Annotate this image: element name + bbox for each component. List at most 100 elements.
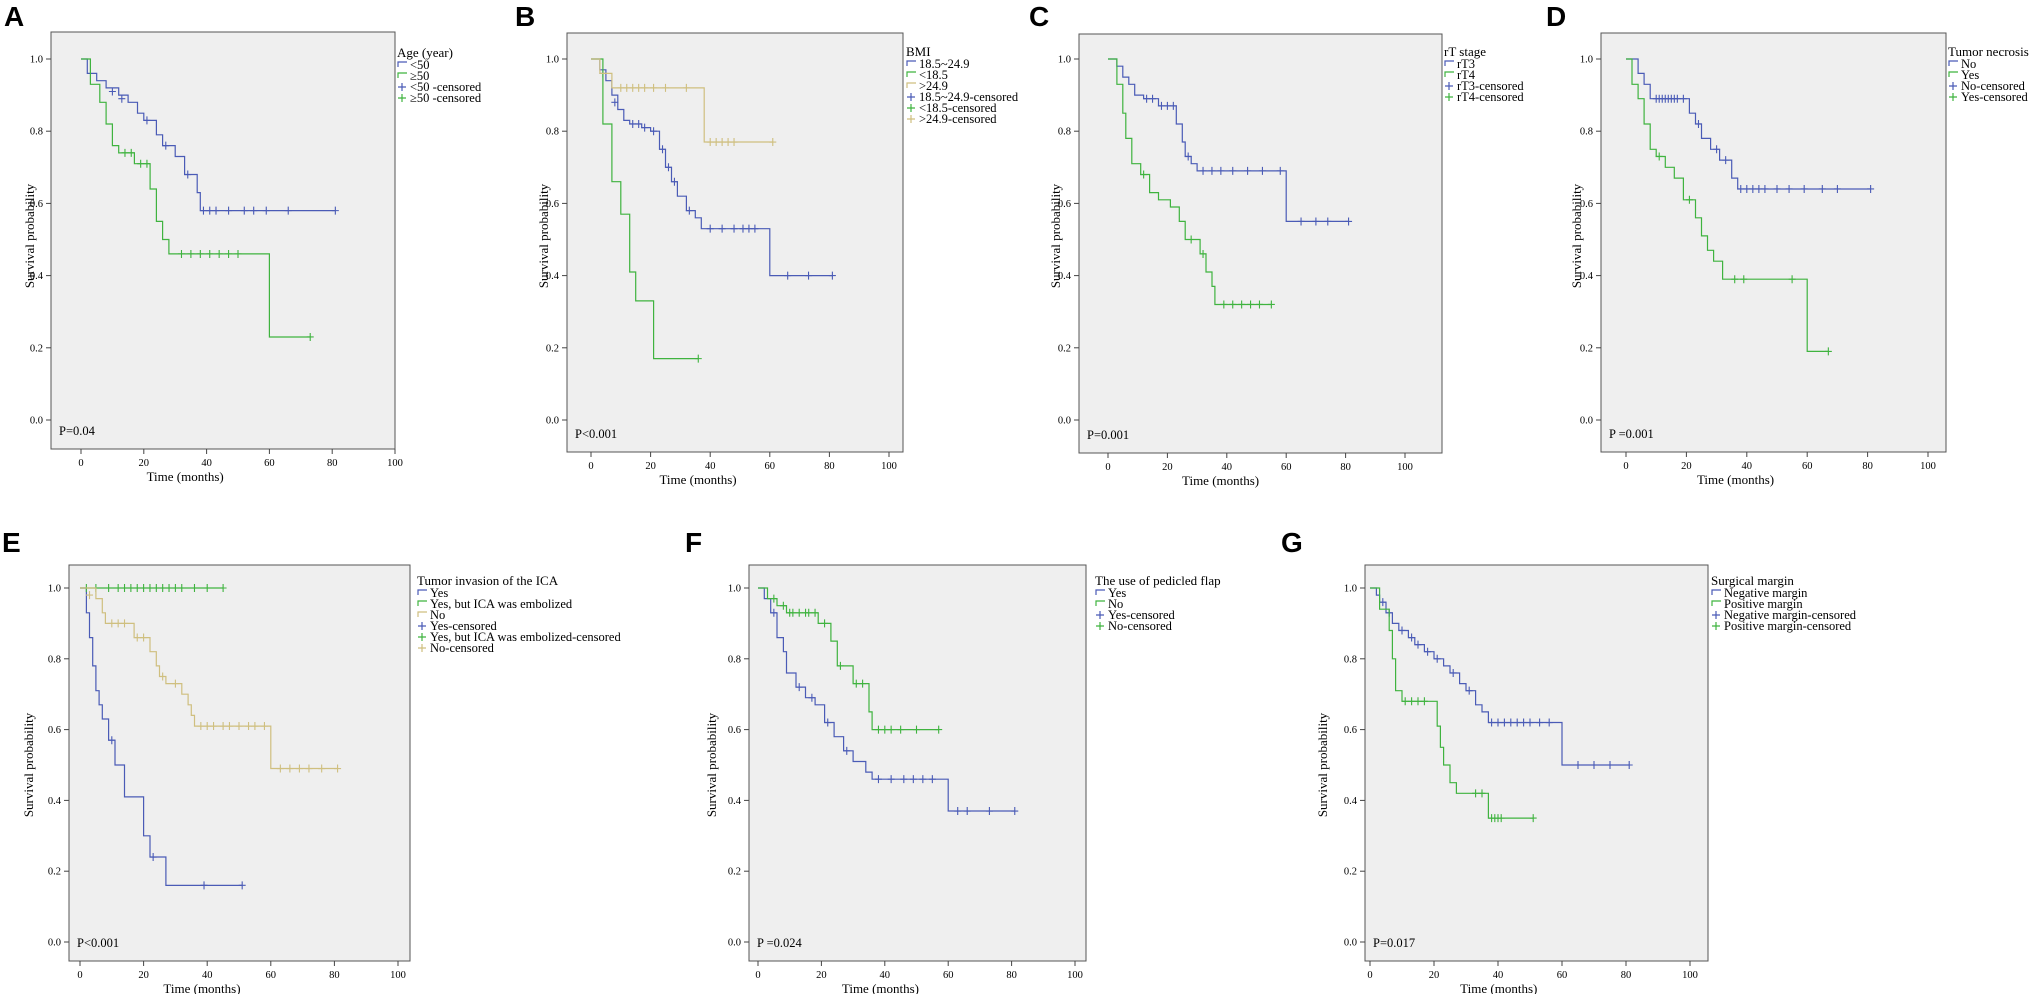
censor-mark <box>1824 347 1832 356</box>
y-axis-title: Survival probability <box>22 183 37 288</box>
legend-label: Yes-censored <box>1108 608 1176 622</box>
censor-mark <box>196 249 204 258</box>
x-tick-label: 100 <box>390 970 406 981</box>
censor-mark <box>1187 235 1195 244</box>
y-tick-label: 1.0 <box>1058 55 1071 66</box>
censor-mark <box>874 725 882 734</box>
legend-line-swatch <box>417 589 427 595</box>
censor-mark <box>1414 697 1422 706</box>
p-value: P<0.001 <box>77 936 119 950</box>
x-tick-label: 80 <box>1621 970 1632 981</box>
y-tick-label: 1.0 <box>728 584 741 595</box>
censor-mark <box>963 807 971 816</box>
series-yes <box>80 587 246 890</box>
x-tick-label: 40 <box>880 970 891 981</box>
censor-mark <box>1685 195 1693 204</box>
censor-mark <box>887 775 895 784</box>
censor-mark <box>159 672 167 681</box>
x-tick-label: 60 <box>266 970 277 981</box>
series-no <box>1626 58 1875 193</box>
censor-mark <box>250 206 258 215</box>
plot-area <box>1078 33 1443 454</box>
legend-label: <18.5 <box>919 68 948 82</box>
y-tick-label: 1.0 <box>546 55 559 66</box>
x-tick-label: 80 <box>1862 461 1873 472</box>
censor-mark <box>1420 697 1428 706</box>
censor-mark <box>1424 647 1432 656</box>
censor-mark <box>623 83 631 92</box>
x-tick-label: 0 <box>77 970 82 981</box>
y-axis-title: Survival probability <box>1048 183 1063 288</box>
censor-mark <box>178 584 186 592</box>
censor-mark <box>724 138 732 147</box>
censor-mark <box>852 679 860 688</box>
censor-mark <box>859 679 867 688</box>
censor-mark <box>1755 184 1763 193</box>
p-value: P=0.017 <box>1373 936 1415 950</box>
x-tick-label: 100 <box>1067 970 1083 981</box>
censor-mark <box>739 224 747 233</box>
series-yes <box>1626 58 1832 356</box>
legend-label: >24.9-censored <box>919 112 997 126</box>
legend-censor-swatch <box>1712 622 1720 630</box>
censor-mark <box>1184 152 1192 161</box>
y-tick-label: 0.6 <box>30 199 43 210</box>
censor-mark <box>143 159 151 168</box>
censor-mark <box>682 83 690 92</box>
legend-label: Yes <box>1961 68 1979 82</box>
legend-censor-swatch <box>1445 82 1453 90</box>
p-value: P=0.04 <box>59 424 96 438</box>
censor-mark <box>108 736 116 745</box>
x-tick-label: 20 <box>1429 970 1440 981</box>
censor-mark <box>1743 184 1751 193</box>
legend-title: BMI <box>906 44 931 59</box>
censor-mark <box>1238 300 1246 309</box>
censor-mark <box>664 163 672 172</box>
legend-censor-swatch <box>1712 611 1720 619</box>
censor-mark <box>769 138 777 147</box>
censor-mark <box>1433 654 1441 663</box>
censor-mark <box>118 94 126 103</box>
censor-mark <box>1679 94 1687 103</box>
censor-mark <box>127 584 135 592</box>
censor-mark <box>190 584 198 592</box>
censor-mark <box>1529 814 1537 823</box>
x-tick-label: 60 <box>765 461 776 472</box>
censor-mark <box>184 170 192 179</box>
censor-mark <box>1143 94 1151 103</box>
censor-mark <box>1267 300 1275 309</box>
censor-mark <box>811 608 819 617</box>
legend-label: Yes, but ICA was embolized-censored <box>430 630 621 644</box>
censor-mark <box>334 764 342 773</box>
censor-mark <box>1713 145 1721 154</box>
y-tick-label: 0.8 <box>30 127 43 138</box>
censor-mark <box>828 271 836 280</box>
censor-mark <box>1244 166 1252 175</box>
legend-label: Yes-censored <box>430 619 498 633</box>
legend-line-swatch <box>906 60 916 66</box>
censor-mark <box>1740 275 1748 284</box>
censor-mark <box>1788 275 1796 284</box>
censor-mark <box>225 249 233 258</box>
legend-line-swatch <box>1711 600 1721 606</box>
censor-mark <box>245 722 253 731</box>
censor-mark <box>685 206 693 215</box>
censor-mark <box>187 249 195 258</box>
censor-mark <box>897 725 905 734</box>
censor-mark <box>286 764 294 773</box>
y-tick-label: 0.0 <box>48 938 61 949</box>
censor-mark <box>225 206 233 215</box>
legend-line-swatch <box>1444 60 1454 66</box>
censor-mark <box>1297 217 1305 226</box>
censor-mark <box>206 206 214 215</box>
censor-mark <box>262 206 270 215</box>
censor-mark <box>219 722 227 731</box>
censor-mark <box>210 722 218 731</box>
censor-mark <box>745 224 753 233</box>
censor-mark <box>1833 184 1841 193</box>
censor-mark <box>121 584 129 592</box>
censor-mark <box>137 159 145 168</box>
censor-mark <box>219 584 227 592</box>
x-tick-label: 0 <box>1367 970 1372 981</box>
